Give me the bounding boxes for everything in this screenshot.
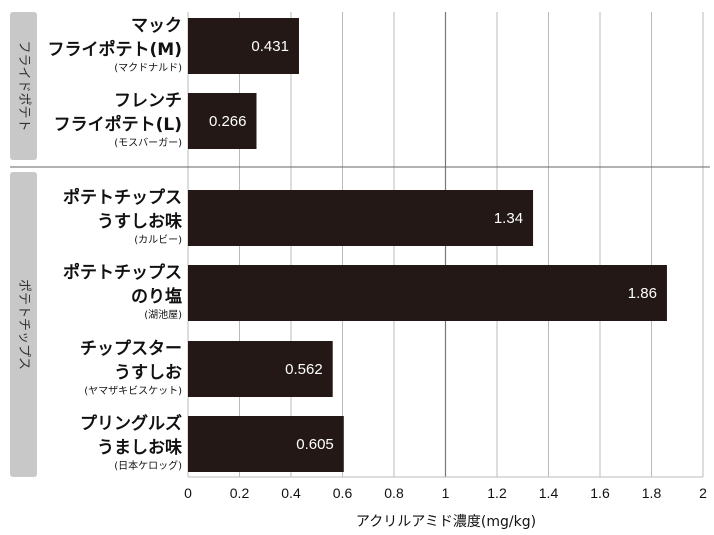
- bar-value-label: 1.86: [628, 285, 657, 302]
- group-label: ポテトチップス: [16, 279, 31, 370]
- bar-value-label: 0.562: [285, 361, 323, 378]
- bar: [188, 18, 299, 74]
- bar: [188, 416, 344, 472]
- bar: [188, 341, 333, 397]
- category-label-line2: うましお味: [97, 437, 182, 458]
- category-maker-label: (ヤマザキビスケット): [84, 385, 182, 397]
- bar: [188, 93, 257, 149]
- x-tick-labels: 0 0.2 0.4 0.6 0.8 1 1.2 1.4 1.6 1.8 2: [184, 485, 707, 501]
- category-label-line2: うすしお味: [97, 211, 182, 232]
- bar-value-label: 1.34: [494, 210, 523, 227]
- bar: [188, 190, 534, 246]
- category-label-line2: フライポテト(L): [54, 114, 182, 135]
- x-tick-label: 2: [699, 485, 707, 501]
- category-maker-label: (湖池屋): [144, 308, 182, 321]
- bars: 0.431 0.266 1.34 1.86 0.562 0.605: [188, 18, 667, 472]
- x-tick-label: 1.4: [539, 485, 559, 501]
- category-label-line2: のり塩: [131, 286, 182, 307]
- x-axis-title: アクリルアミド濃度(mg/kg): [356, 514, 536, 530]
- bar-value-label: 0.431: [251, 38, 289, 55]
- x-tick-label: 0.4: [281, 485, 301, 501]
- category-label-line1: フレンチ: [114, 91, 182, 111]
- group-band: [10, 12, 37, 160]
- x-tick-label: 1: [442, 485, 450, 501]
- bar-value-label: 0.605: [296, 436, 334, 453]
- category-maker-label: (モスバーガー): [114, 137, 182, 149]
- x-tick-label: 0.2: [230, 485, 250, 501]
- category-label-line2: うすしお: [114, 363, 182, 383]
- x-tick-label: 1.6: [590, 485, 610, 501]
- x-tick-label: 0.8: [384, 485, 404, 501]
- category-label-line1: プリングルズ: [80, 413, 182, 434]
- category-maker-label: (日本ケロッグ): [114, 459, 182, 472]
- group-label: フライドポテト: [16, 40, 31, 131]
- category-label-line1: チップスター: [80, 338, 182, 359]
- group-band: [10, 172, 37, 477]
- bar: [188, 265, 667, 321]
- category-maker-label: (マクドナルド): [114, 62, 182, 74]
- category-maker-label: (カルビー): [134, 234, 182, 246]
- category-label-line2: フライポテト(M): [48, 39, 182, 60]
- x-tick-label: 0.6: [333, 485, 353, 501]
- x-tick-label: 1.8: [642, 485, 662, 501]
- x-tick-label: 1.2: [487, 485, 507, 501]
- category-label-line1: ポテトチップス: [63, 187, 182, 208]
- grid-lines: [187, 12, 704, 478]
- category-label-line1: ポテトチップス: [63, 262, 182, 283]
- x-tick-label: 0: [184, 485, 192, 501]
- bar-value-label: 0.266: [209, 113, 247, 130]
- category-label-line1: マック: [131, 16, 182, 36]
